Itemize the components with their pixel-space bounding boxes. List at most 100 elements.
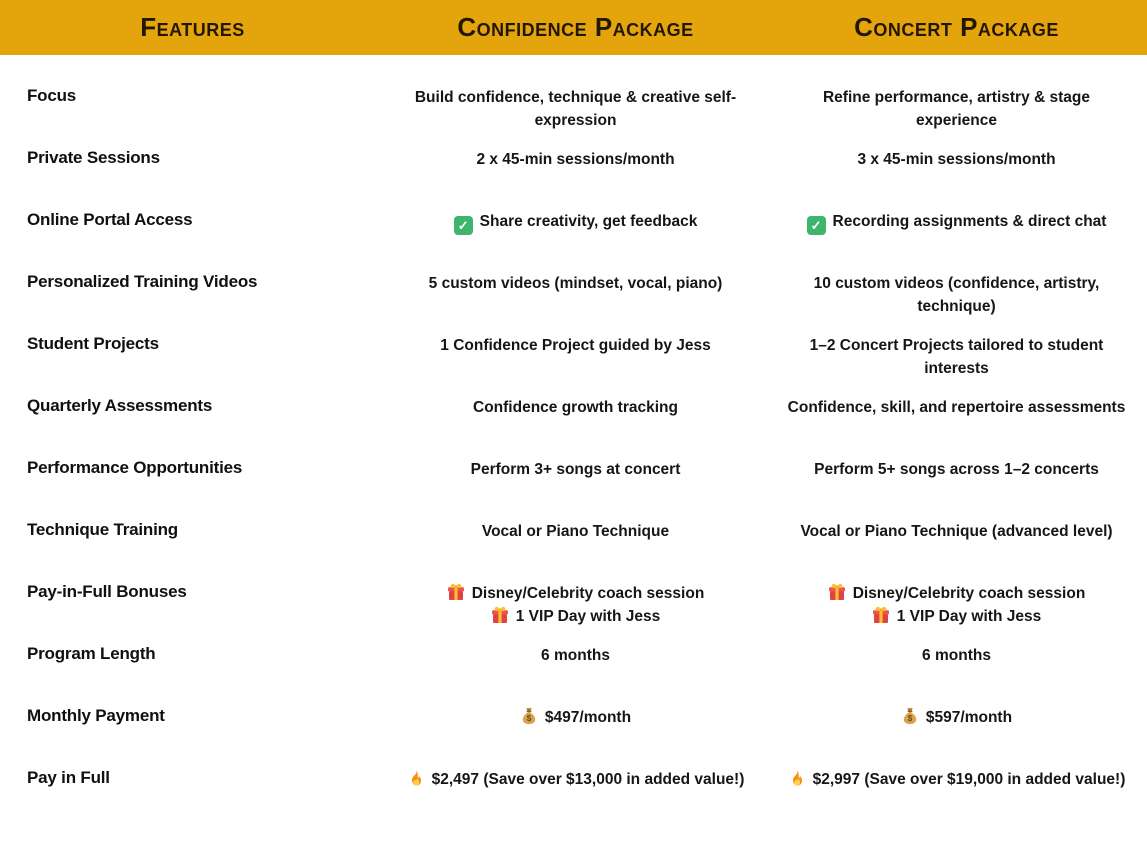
gift-icon bbox=[491, 606, 509, 624]
table-row: Technique Training Vocal or Piano Techni… bbox=[0, 501, 1147, 563]
concert-cell: $2,997 (Save over $19,000 in added value… bbox=[788, 768, 1126, 791]
cell: 6 months bbox=[766, 625, 1147, 687]
concert-cell: ✓ Recording assignments & direct chat bbox=[806, 210, 1107, 235]
cell: ✓ Share creativity, get feedback bbox=[385, 191, 766, 253]
cell-text: 1 VIP Day with Jess bbox=[896, 608, 1042, 625]
cell: Confidence growth tracking bbox=[385, 377, 766, 439]
feature-label: Student Projects bbox=[27, 334, 159, 353]
table-row: Performance Opportunities Perform 3+ son… bbox=[0, 439, 1147, 501]
confidence-cell: Disney/Celebrity coach session 1 VIP Day… bbox=[447, 582, 705, 628]
cell-text: 1 VIP Day with Jess bbox=[515, 608, 661, 625]
table-row: Quarterly Assessments Confidence growth … bbox=[0, 377, 1147, 439]
header-features: Features bbox=[140, 12, 245, 42]
concert-cell: 6 months bbox=[922, 647, 991, 664]
gift-icon bbox=[447, 583, 465, 601]
cell: 3 x 45-min sessions/month bbox=[766, 129, 1147, 191]
cell: Vocal or Piano Technique (advanced level… bbox=[766, 501, 1147, 563]
table-row: Private Sessions 2 x 45-min sessions/mon… bbox=[0, 129, 1147, 191]
concert-cell: $597/month bbox=[901, 706, 1012, 729]
table-row: Focus Build confidence, technique & crea… bbox=[0, 67, 1147, 129]
cell: $2,497 (Save over $13,000 in added value… bbox=[385, 749, 766, 811]
cell: Build confidence, technique & creative s… bbox=[385, 67, 766, 132]
feature-label: Pay in Full bbox=[27, 768, 110, 787]
header-confidence-package: Confidence Package bbox=[457, 12, 694, 42]
money-bag-icon bbox=[520, 707, 538, 725]
confidence-cell: Confidence growth tracking bbox=[473, 399, 678, 416]
table-row: Pay-in-Full Bonuses Disney/Celebrity coa… bbox=[0, 563, 1147, 625]
cell-text: Share creativity, get feedback bbox=[479, 213, 698, 230]
confidence-cell: Build confidence, technique & creative s… bbox=[414, 89, 737, 129]
table-row: Program Length 6 months 6 months bbox=[0, 625, 1147, 687]
cell: 2 x 45-min sessions/month bbox=[385, 129, 766, 191]
cell: Disney/Celebrity coach session 1 VIP Day… bbox=[766, 563, 1147, 628]
table-row: Student Projects 1 Confidence Project gu… bbox=[0, 315, 1147, 377]
cell: Refine performance, artistry & stage exp… bbox=[766, 67, 1147, 132]
confidence-cell: Vocal or Piano Technique bbox=[481, 523, 670, 540]
money-bag-icon bbox=[901, 707, 919, 725]
bonus-line: Disney/Celebrity coach session bbox=[828, 582, 1086, 605]
cell: Vocal or Piano Technique bbox=[385, 501, 766, 563]
table-row: Personalized Training Videos 5 custom vi… bbox=[0, 253, 1147, 315]
feature-label: Quarterly Assessments bbox=[27, 396, 213, 415]
bonus-line: Disney/Celebrity coach session bbox=[447, 582, 704, 605]
table-header: Features Confidence Package Concert Pack… bbox=[0, 0, 1147, 55]
confidence-cell: $2,497 (Save over $13,000 in added value… bbox=[407, 768, 745, 791]
cell: 1 Confidence Project guided by Jess bbox=[385, 315, 766, 380]
gift-icon bbox=[828, 583, 846, 601]
feature-label: Pay-in-Full Bonuses bbox=[27, 582, 187, 601]
bonus-line: 1 VIP Day with Jess bbox=[828, 605, 1086, 628]
bonus-line: 1 VIP Day with Jess bbox=[447, 605, 705, 628]
feature-label: Online Portal Access bbox=[27, 210, 193, 229]
concert-cell: Disney/Celebrity coach session 1 VIP Day… bbox=[828, 582, 1086, 628]
cell: Perform 5+ songs across 1–2 concerts bbox=[766, 439, 1147, 501]
confidence-cell: ✓ Share creativity, get feedback bbox=[453, 210, 698, 235]
confidence-cell: 1 Confidence Project guided by Jess bbox=[440, 337, 711, 354]
cell-text: $597/month bbox=[925, 709, 1013, 726]
header-concert-package: Concert Package bbox=[854, 12, 1059, 42]
cell-text: $2,997 (Save over $19,000 in added value… bbox=[812, 771, 1126, 788]
cell: Confidence, skill, and repertoire assess… bbox=[766, 377, 1147, 439]
cell: 5 custom videos (mindset, vocal, piano) bbox=[385, 253, 766, 318]
concert-cell: Vocal or Piano Technique (advanced level… bbox=[800, 523, 1113, 540]
confidence-cell: Perform 3+ songs at concert bbox=[470, 461, 681, 478]
cell: 6 months bbox=[385, 625, 766, 687]
cell-text: $497/month bbox=[544, 709, 632, 726]
confidence-cell: 6 months bbox=[541, 647, 610, 664]
feature-label: Technique Training bbox=[27, 520, 178, 539]
table-row: Pay in Full $2,497 (Save over $13,000 in… bbox=[0, 749, 1147, 811]
cell: Perform 3+ songs at concert bbox=[385, 439, 766, 501]
feature-label: Performance Opportunities bbox=[27, 458, 243, 477]
cell-text: Disney/Celebrity coach session bbox=[852, 585, 1086, 602]
table-body: Focus Build confidence, technique & crea… bbox=[0, 67, 1147, 811]
table-row: Online Portal Access ✓ Share creativity, … bbox=[0, 191, 1147, 253]
concert-cell: Perform 5+ songs across 1–2 concerts bbox=[814, 461, 1099, 478]
fire-icon bbox=[407, 769, 425, 787]
cell: $597/month bbox=[766, 687, 1147, 749]
feature-label: Personalized Training Videos bbox=[27, 272, 258, 291]
feature-label: Private Sessions bbox=[27, 148, 160, 167]
table-row: Monthly Payment $497/month $597/month bbox=[0, 687, 1147, 749]
confidence-cell: $497/month bbox=[520, 706, 631, 729]
cell: 1–2 Concert Projects tailored to student… bbox=[766, 315, 1147, 380]
feature-label: Focus bbox=[27, 86, 77, 105]
cell: $497/month bbox=[385, 687, 766, 749]
cell-text: Recording assignments & direct chat bbox=[832, 213, 1107, 230]
check-icon: ✓ bbox=[806, 216, 826, 235]
confidence-cell: 2 x 45-min sessions/month bbox=[476, 151, 675, 168]
concert-cell: 10 custom videos (confidence, artistry, … bbox=[813, 275, 1100, 315]
cell: ✓ Recording assignments & direct chat bbox=[766, 191, 1147, 253]
concert-cell: 3 x 45-min sessions/month bbox=[857, 151, 1056, 168]
feature-label: Monthly Payment bbox=[27, 706, 165, 725]
feature-label: Program Length bbox=[27, 644, 156, 663]
confidence-cell: 5 custom videos (mindset, vocal, piano) bbox=[428, 275, 723, 292]
fire-icon bbox=[788, 769, 806, 787]
concert-cell: Confidence, skill, and repertoire assess… bbox=[787, 399, 1126, 416]
cell: 10 custom videos (confidence, artistry, … bbox=[766, 253, 1147, 318]
check-icon: ✓ bbox=[453, 216, 473, 235]
concert-cell: Refine performance, artistry & stage exp… bbox=[822, 89, 1091, 129]
cell-text: $2,497 (Save over $13,000 in added value… bbox=[431, 771, 745, 788]
concert-cell: 1–2 Concert Projects tailored to student… bbox=[809, 337, 1104, 377]
gift-icon bbox=[872, 606, 890, 624]
cell: $2,997 (Save over $19,000 in added value… bbox=[766, 749, 1147, 811]
